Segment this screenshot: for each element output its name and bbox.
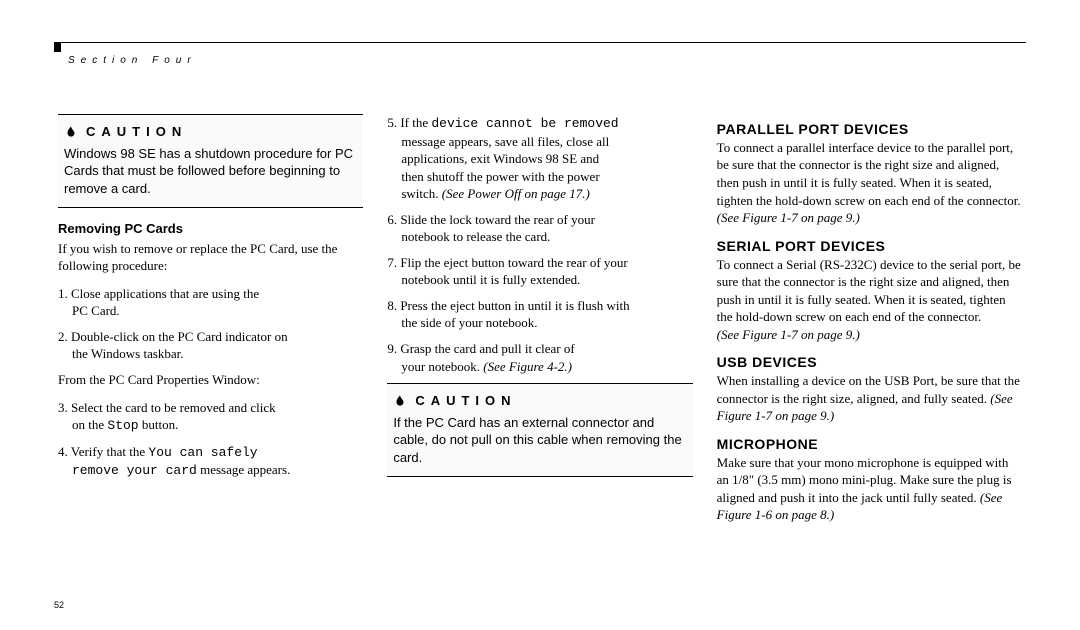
step5-e1: switch. <box>401 186 441 201</box>
step6-a: 6. Slide the lock toward the rear of you… <box>387 212 595 227</box>
page-number: 52 <box>54 600 64 610</box>
step4-line1a: 4. Verify that the <box>58 444 148 459</box>
serial-body: To connect a Serial (RS-232C) device to … <box>717 256 1022 326</box>
step4-mono1: You can safely <box>148 445 257 460</box>
step3-line1: 3. Select the card to be removed and cli… <box>58 400 276 415</box>
from-window-text: From the PC Card Properties Window: <box>58 371 363 389</box>
section-header: Section Four <box>68 55 197 66</box>
step-8: 8. Press the eject button in until it is… <box>387 297 692 332</box>
column-3: PARALLEL PORT DEVICES To connect a paral… <box>717 114 1022 534</box>
serial-ref: (See Figure 1-7 on page 9.) <box>717 326 1022 344</box>
step9-a: 9. Grasp the card and pull it clear of <box>387 341 574 356</box>
caution-header-2: CAUTION <box>393 392 686 410</box>
step1-line2: PC Card. <box>72 303 120 318</box>
step3-line2b: button. <box>139 417 179 432</box>
mic-body: Make sure that your mono microphone is e… <box>717 454 1022 524</box>
column-1: CAUTION Windows 98 SE has a shutdown pro… <box>58 114 363 534</box>
caution-header-1: CAUTION <box>64 123 357 141</box>
caution-label-2: CAUTION <box>415 392 516 410</box>
step5-d: then shutoff the power with the power <box>401 169 599 184</box>
step-5: 5. If the device cannot be removed messa… <box>387 114 692 203</box>
removing-pc-cards-title: Removing PC Cards <box>58 220 363 238</box>
step9-b1: your notebook. <box>401 359 483 374</box>
section-tab <box>54 42 61 52</box>
column-2: 5. If the device cannot be removed messa… <box>387 114 692 534</box>
parallel-body: To connect a parallel interface device t… <box>717 139 1022 209</box>
usb-body-text: When installing a device on the USB Port… <box>717 373 1020 406</box>
removing-intro: If you wish to remove or replace the PC … <box>58 240 363 275</box>
steps-list-2: 3. Select the card to be removed and cli… <box>58 399 363 480</box>
step-6: 6. Slide the lock toward the rear of you… <box>387 211 692 246</box>
caution-box-2: CAUTION If the PC Card has an external c… <box>387 383 692 477</box>
step8-a: 8. Press the eject button in until it is… <box>387 298 629 313</box>
usb-body: When installing a device on the USB Port… <box>717 372 1022 425</box>
step9-ref: (See Figure 4-2.) <box>483 359 572 374</box>
caution-box-1: CAUTION Windows 98 SE has a shutdown pro… <box>58 114 363 208</box>
content-columns: CAUTION Windows 98 SE has a shutdown pro… <box>58 114 1022 534</box>
step5-a: 5. If the <box>387 115 431 130</box>
step-9: 9. Grasp the card and pull it clear of y… <box>387 340 692 375</box>
step-7: 7. Flip the eject button toward the rear… <box>387 254 692 289</box>
step3-line2a: on the <box>72 417 107 432</box>
usb-title: USB DEVICES <box>717 353 1022 372</box>
parallel-title: PARALLEL PORT DEVICES <box>717 120 1022 139</box>
step8-b: the side of your notebook. <box>401 315 537 330</box>
step-2: 2. Double-click on the PC Card indicator… <box>58 328 363 363</box>
flame-icon <box>393 394 407 408</box>
step5-b: message appears, save all files, close a… <box>401 134 609 149</box>
caution-body-1: Windows 98 SE has a shutdown procedure f… <box>64 145 357 198</box>
mic-body-text: Make sure that your mono microphone is e… <box>717 455 1012 505</box>
flame-icon <box>64 125 78 139</box>
caution-label-1: CAUTION <box>86 123 187 141</box>
parallel-ref: (See Figure 1-7 on page 9.) <box>717 209 1022 227</box>
step5-ref: (See Power Off on page 17.) <box>442 186 590 201</box>
step4-line2b: message appears. <box>197 462 291 477</box>
caution-body-2: If the PC Card has an external connector… <box>393 414 686 467</box>
step7-a: 7. Flip the eject button toward the rear… <box>387 255 627 270</box>
steps-list-3: 5. If the device cannot be removed messa… <box>387 114 692 375</box>
step-4: 4. Verify that the You can safely remove… <box>58 443 363 480</box>
step7-b: notebook until it is fully extended. <box>401 272 580 287</box>
step3-stop: Stop <box>107 418 138 433</box>
step6-b: notebook to release the card. <box>401 229 550 244</box>
step-3: 3. Select the card to be removed and cli… <box>58 399 363 435</box>
mic-title: MICROPHONE <box>717 435 1022 454</box>
step1-line1: 1. Close applications that are using the <box>58 286 259 301</box>
step2-line2: the Windows taskbar. <box>72 346 184 361</box>
page-border <box>54 42 1026 43</box>
step-1: 1. Close applications that are using the… <box>58 285 363 320</box>
step4-mono2: remove your card <box>72 463 197 478</box>
steps-list-1: 1. Close applications that are using the… <box>58 285 363 363</box>
serial-title: SERIAL PORT DEVICES <box>717 237 1022 256</box>
step5-c: applications, exit Windows 98 SE and <box>401 151 599 166</box>
step2-line1: 2. Double-click on the PC Card indicator… <box>58 329 288 344</box>
step5-mono: device cannot be removed <box>431 116 618 131</box>
